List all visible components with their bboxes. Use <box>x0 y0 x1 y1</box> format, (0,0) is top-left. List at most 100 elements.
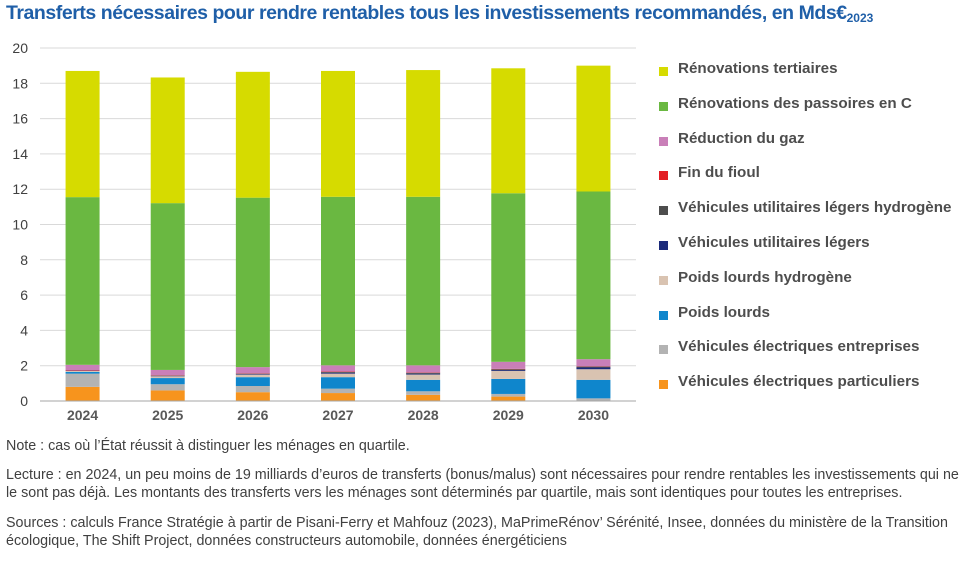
bar-segment <box>235 367 270 374</box>
bar-segment <box>491 193 526 362</box>
legend-label: Réduction du gaz <box>678 129 805 147</box>
x-tick-label: 2027 <box>322 407 353 423</box>
chart-title-subscript: 2023 <box>846 11 874 25</box>
x-tick-label: 2030 <box>578 407 609 423</box>
legend-item: Véhicules électriques particuliers <box>656 371 971 406</box>
bar-segment <box>150 369 185 376</box>
y-tick-label: 20 <box>12 40 28 56</box>
legend-item: Fin du fioul <box>656 162 971 197</box>
bar-segment <box>576 191 611 360</box>
legend-swatch <box>659 67 668 76</box>
bar-segment <box>150 378 185 385</box>
note-text: Note : cas où l’État réussit à distingue… <box>6 438 410 454</box>
x-tick-label: 2025 <box>152 407 183 423</box>
legend-swatch <box>659 101 668 111</box>
chart-title-text: Transferts nécessaires pour rendre renta… <box>6 2 847 24</box>
bar-segment <box>65 370 100 372</box>
bar-segment <box>406 394 441 401</box>
legend-label: Rénovations tertiaires <box>678 60 838 77</box>
bar-segment <box>406 391 441 395</box>
bar-segment <box>321 393 355 401</box>
x-tick-label: 2026 <box>237 407 268 423</box>
bar-segment <box>406 374 441 380</box>
bar-segment <box>65 371 100 374</box>
sources-text: Sources : calculs France Stratégie à par… <box>6 514 948 549</box>
bar-segment <box>406 372 441 374</box>
bar-segment <box>491 370 526 379</box>
bar-segment <box>150 390 185 401</box>
bar-segment <box>150 376 185 379</box>
bar-segment <box>321 371 355 373</box>
bar-segment <box>235 197 270 368</box>
bar-segment <box>576 379 611 399</box>
legend-item: Rénovations des passoires en C <box>656 93 971 128</box>
legend-swatch <box>659 310 668 320</box>
bar-segment <box>235 373 270 375</box>
bar-segment <box>65 70 100 198</box>
legend-label: Véhicules utilitaires légers hydrogène <box>678 199 952 217</box>
chart-notes: Note : cas où l’État réussit à distingue… <box>6 437 972 561</box>
bar-segment <box>235 71 270 198</box>
bar-segment <box>65 364 100 371</box>
bar-segment <box>150 77 185 204</box>
bar-segment <box>406 365 441 373</box>
bar-segment <box>321 196 355 366</box>
legend-label: Poids lourds <box>678 303 770 321</box>
bar-segment <box>321 365 355 372</box>
bar-segment <box>321 372 355 374</box>
y-tick-label: 6 <box>20 287 28 303</box>
bar-segment <box>235 374 270 378</box>
legend-item: Poids lourds <box>656 302 971 337</box>
bar-segment <box>576 366 611 368</box>
y-tick-label: 12 <box>12 181 28 197</box>
y-tick-label: 18 <box>12 75 28 91</box>
bar-segment <box>576 398 611 401</box>
bar-segment <box>150 203 185 370</box>
bar-segment <box>491 361 526 369</box>
x-tick-label: 2028 <box>408 407 439 423</box>
legend-item: Véhicules utilitaires légers hydrogène <box>656 197 971 232</box>
bar-segment <box>491 396 526 401</box>
legend-item: Poids lourds hydrogène <box>656 267 971 302</box>
legend-swatch <box>659 380 668 390</box>
legend-label: Fin du fioul <box>678 164 760 182</box>
bar-segment <box>491 369 526 371</box>
x-tick-label: 2029 <box>493 407 524 423</box>
legend-swatch <box>659 345 668 355</box>
y-tick-label: 2 <box>20 358 28 374</box>
tick-labels: 0 2 4 6 8 10 12 14 16 18 20 2024 2025 2026 2027 2028 202… <box>12 40 609 423</box>
legend-label: Véhicules électriques entreprises <box>678 338 920 356</box>
legend-swatch <box>659 240 668 250</box>
bar-segment <box>491 370 526 371</box>
bar-segment <box>65 370 100 371</box>
legend-swatch <box>659 206 668 216</box>
bar-segment <box>491 393 526 397</box>
legend-item: Réduction du gaz <box>656 128 971 163</box>
bar-segment <box>321 70 355 197</box>
x-tick-label: 2024 <box>67 407 98 423</box>
legend-swatch <box>659 171 668 181</box>
legend-label: Poids lourds hydrogène <box>678 268 852 286</box>
bar-segment <box>491 68 526 194</box>
bar-segment <box>65 386 100 401</box>
y-tick-label: 8 <box>20 252 28 268</box>
legend-item: Véhicules utilitaires légers <box>656 232 971 267</box>
legend-item: Véhicules électriques entreprises <box>656 336 971 371</box>
bar-segment <box>406 196 441 366</box>
bar-segment <box>65 197 100 365</box>
bar-segment <box>321 373 355 378</box>
legend-swatch <box>659 275 668 285</box>
legend-label: Véhicules utilitaires légers <box>678 233 870 251</box>
stacked-bar-chart: 0 2 4 6 8 10 12 14 16 18 20 2024 2025 2026 2027 2028 202… <box>12 40 636 423</box>
bar-segment <box>576 359 611 367</box>
y-tick-label: 14 <box>12 146 28 162</box>
y-tick-label: 0 <box>20 393 28 409</box>
bar-segment <box>406 373 441 375</box>
y-tick-label: 10 <box>12 217 28 233</box>
lecture-text: Lecture : en 2024, un peu moins de 19 mi… <box>6 467 959 502</box>
bar-segment <box>235 392 270 401</box>
bar-segment <box>576 65 611 192</box>
bar-segment <box>576 367 611 370</box>
bar-segment <box>235 385 270 393</box>
bar-segment <box>150 384 185 391</box>
